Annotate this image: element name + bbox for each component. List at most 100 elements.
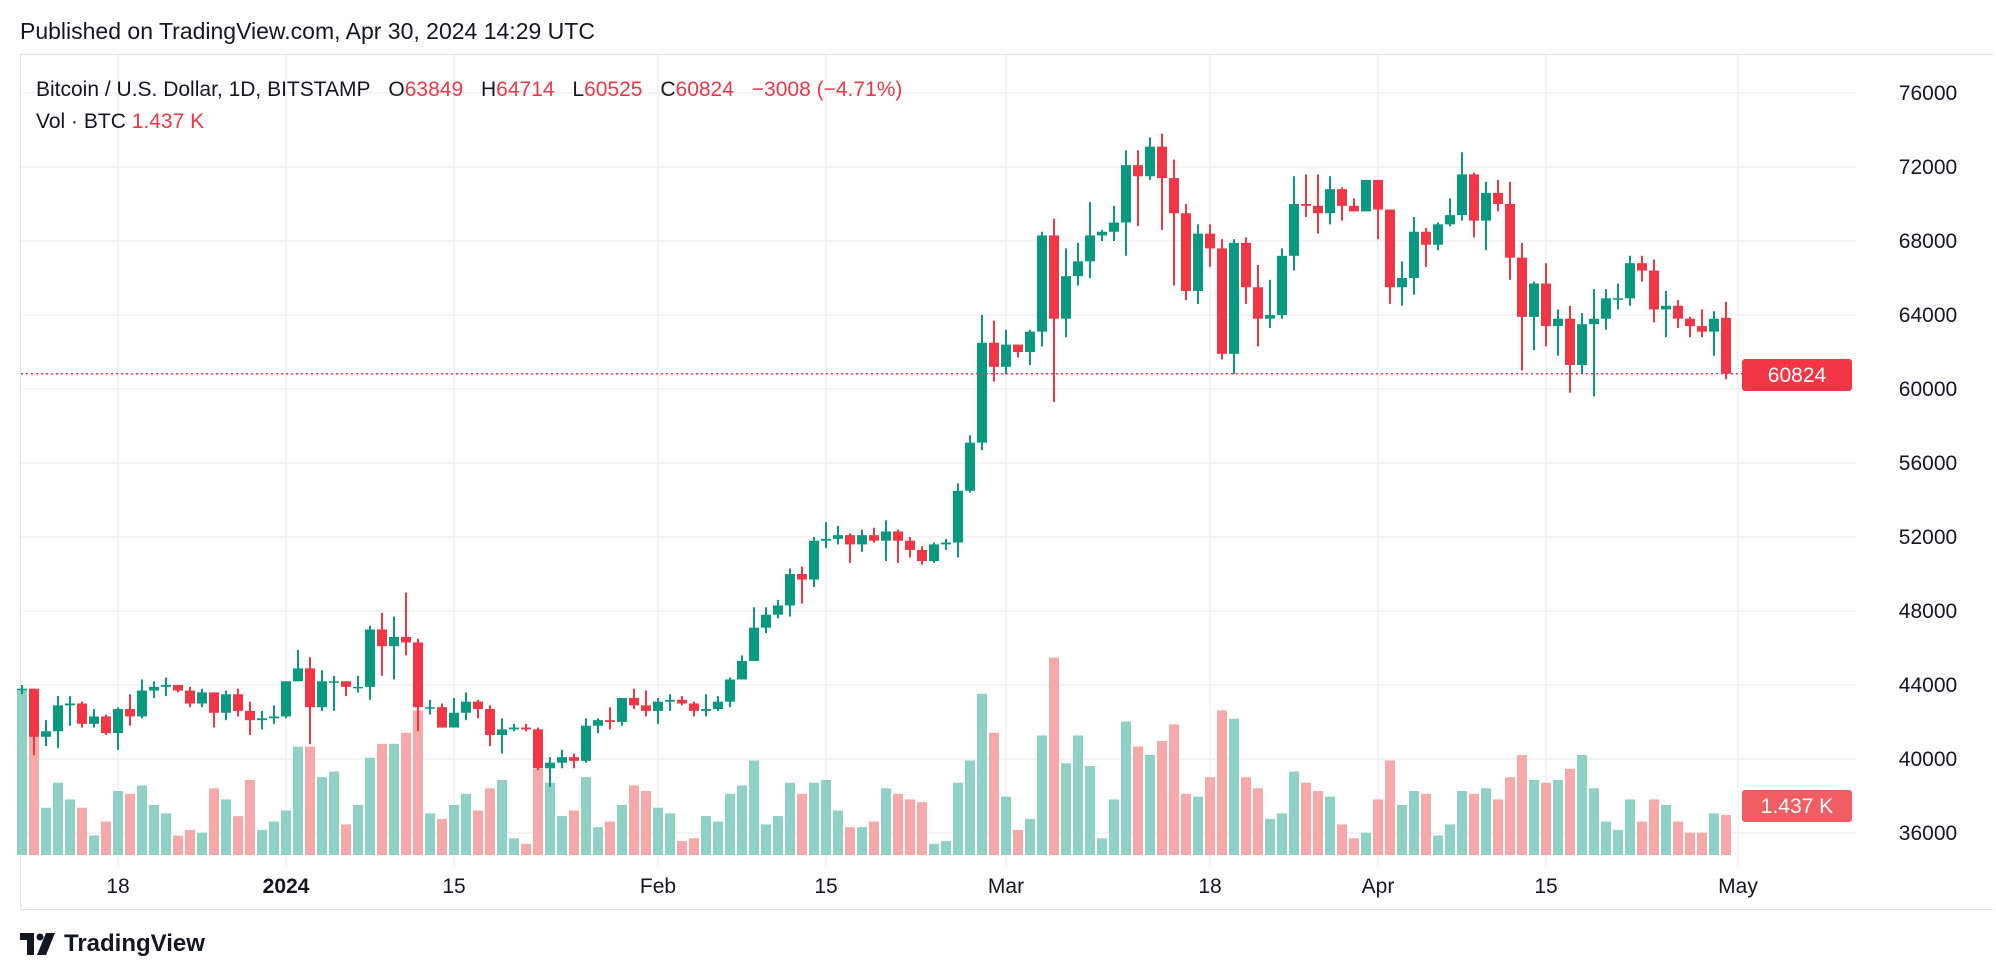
volume-bar (1085, 766, 1095, 855)
volume-bar (137, 785, 147, 855)
x-tick-label: 18 (106, 875, 129, 898)
volume-bar (329, 771, 339, 855)
candle-body (1121, 165, 1131, 223)
volume-bar (1565, 768, 1575, 855)
candle-body (1265, 315, 1275, 319)
candle-body (545, 762, 555, 769)
candle-body (1685, 318, 1695, 327)
candle-body (1181, 213, 1191, 291)
candle-body (1709, 318, 1719, 332)
candle-body (89, 716, 99, 724)
close-label: C (660, 78, 676, 101)
candle-wick (357, 675, 359, 693)
x-tick-label: Feb (640, 875, 676, 898)
y-tick-label: 48000 (1899, 600, 1957, 623)
volume-value: 1.437 K (131, 110, 205, 133)
candle-body (1601, 298, 1611, 319)
candle-body (149, 686, 159, 691)
volume-bar (221, 799, 231, 855)
candle-wick (1701, 309, 1703, 338)
volume-bar (905, 799, 915, 855)
volume-bar (1277, 813, 1287, 855)
volume-bar (113, 791, 123, 855)
candle-body (173, 685, 183, 691)
published-caption: Published on TradingView.com, Apr 30, 20… (20, 18, 595, 44)
volume-bar (317, 777, 327, 855)
volume-bar (185, 829, 195, 855)
volume-bar (1553, 779, 1563, 855)
volume-bar (689, 838, 699, 855)
volume-bar (77, 807, 87, 855)
candle-body (869, 535, 879, 541)
high-label: H (480, 78, 497, 101)
volume-bar (1589, 788, 1599, 855)
volume-bar (1109, 799, 1119, 855)
volume-bar (353, 804, 363, 855)
candle-wick (1305, 174, 1307, 217)
candle-body (401, 636, 411, 643)
candle-body (1097, 231, 1107, 236)
candle-body (1541, 283, 1551, 327)
x-tick-label: 15 (1534, 875, 1557, 898)
volume-bar (917, 802, 927, 855)
volume-bar (1421, 793, 1431, 855)
candle-wick (1713, 311, 1715, 356)
volume-bar (1397, 804, 1407, 855)
candle-body (1589, 318, 1599, 325)
candle-body (773, 605, 783, 615)
candle-body (281, 681, 291, 717)
candle-body (1217, 248, 1227, 354)
candle-body (1361, 179, 1371, 212)
candle-body (413, 642, 423, 708)
price-axis: 36000 40000 44000 48000 52000 56000 60000 64000… (1899, 82, 1957, 845)
candle-body (1625, 263, 1635, 299)
volume-bar (641, 791, 651, 855)
candle-body (509, 727, 519, 730)
volume-bar (797, 793, 807, 855)
candle-body (1349, 205, 1359, 212)
volume-bar (593, 827, 603, 855)
candle-body (65, 703, 75, 706)
volume-bar (953, 782, 963, 855)
candle-body (725, 679, 735, 702)
volume-bar (1097, 838, 1107, 855)
candle-wick (501, 718, 503, 754)
volume-bar (1481, 788, 1491, 855)
candle-body (1253, 287, 1263, 319)
volume-bar (473, 810, 483, 855)
candle-body (629, 697, 639, 706)
candle-body (77, 703, 87, 724)
symbol-name: Bitcoin / U.S. Dollar, 1D, BITSTAMP (36, 78, 371, 101)
volume-bar (629, 785, 639, 855)
volume-bar (1013, 829, 1023, 855)
volume-bar (1409, 791, 1419, 855)
candle-body (461, 701, 471, 713)
candle-body (185, 690, 195, 704)
volume-bar (881, 788, 891, 855)
candle-body (1577, 324, 1587, 365)
candle-body (197, 692, 207, 704)
volume-bar (533, 768, 543, 855)
candle-body (1277, 255, 1287, 315)
candle-body (233, 694, 243, 711)
volume-bar (377, 743, 387, 855)
candle-body (965, 442, 975, 491)
volume-bar (1541, 782, 1551, 855)
candle-body (1721, 317, 1731, 374)
candle-body (1553, 318, 1563, 327)
candle-wick (1689, 316, 1691, 338)
volume-bar (1721, 815, 1731, 855)
candle-body (1469, 174, 1479, 221)
candle-body (761, 614, 771, 628)
volume-bar (1625, 799, 1635, 855)
low-value: 60525 (584, 78, 643, 101)
volume-bar (341, 824, 351, 855)
volume-bar (53, 782, 63, 855)
tradingview-footer[interactable]: TradingView (20, 930, 205, 958)
candle-wick (273, 705, 275, 724)
x-tick-label: Apr (1362, 875, 1395, 898)
volume-bar (845, 827, 855, 855)
volume-bar (521, 843, 531, 855)
candle-body (245, 710, 255, 721)
